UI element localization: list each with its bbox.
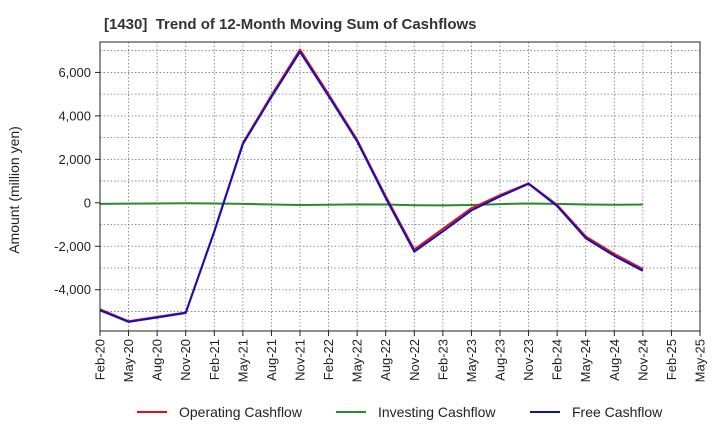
legend-label-free: Free Cashflow — [572, 404, 663, 420]
series-lines — [99, 48, 644, 323]
x-tick-label: Nov-24 — [635, 339, 650, 381]
x-tick-label: Aug-22 — [378, 339, 393, 381]
y-tick-label: 4,000 — [58, 108, 91, 123]
legend-label-investing: Investing Cashflow — [378, 404, 496, 420]
legend-swatch-operating — [137, 411, 167, 413]
plot-area — [100, 42, 700, 331]
legend-item-free: Free Cashflow — [530, 404, 662, 420]
y-axis-label: Amount (million yen) — [6, 126, 22, 254]
y-tick-label: 0 — [84, 195, 91, 210]
y-tick-label: 2,000 — [58, 152, 91, 167]
x-tick-label: Feb-21 — [207, 339, 222, 380]
legend-swatch-free — [530, 411, 560, 413]
x-tick-label: Nov-21 — [293, 339, 308, 381]
chart-title: [1430] Trend of 12-Month Moving Sum of C… — [104, 16, 477, 33]
x-tick-label: Feb-24 — [550, 339, 565, 380]
legend-swatch-investing — [336, 411, 366, 413]
x-tick-label: May-20 — [121, 339, 136, 382]
legend: Operating Cashflow Investing Cashflow Fr… — [0, 404, 720, 426]
y-axis-ticks: 6,000 4,000 2,000 0 -2,000 -4,000 — [54, 65, 100, 297]
x-tick-label: Feb-23 — [435, 339, 450, 380]
x-tick-label: Feb-22 — [321, 339, 336, 380]
legend-item-operating: Operating Cashflow — [137, 404, 302, 420]
x-tick-label: Nov-22 — [407, 339, 422, 381]
x-tick-label: May-23 — [464, 339, 479, 382]
x-axis-ticks: Feb-20 May-20 Aug-20 Nov-20 Feb-21 May-21 Aug-… — [93, 331, 708, 382]
x-tick-label: May-25 — [693, 339, 708, 382]
plot-frame — [99, 41, 701, 332]
series-line-investing-cashflow — [99, 202, 643, 207]
x-tick-label: Aug-23 — [493, 339, 508, 381]
x-tick-label: Feb-25 — [664, 339, 679, 380]
x-tick-label: Feb-20 — [93, 339, 108, 380]
y-tick-label: 6,000 — [58, 65, 91, 80]
grid-lines — [100, 42, 700, 331]
x-tick-label: May-21 — [235, 339, 250, 382]
x-tick-label: May-24 — [578, 339, 593, 382]
x-tick-label: May-22 — [350, 339, 365, 382]
legend-label-operating: Operating Cashflow — [179, 404, 302, 420]
x-tick-label: Aug-24 — [607, 339, 622, 381]
x-tick-label: Aug-21 — [264, 339, 279, 381]
x-tick-label: Nov-23 — [521, 339, 536, 381]
x-tick-label: Aug-20 — [150, 339, 165, 381]
y-tick-label: -2,000 — [54, 239, 91, 254]
y-tick-label: -4,000 — [54, 282, 91, 297]
legend-item-investing: Investing Cashflow — [336, 404, 496, 420]
x-tick-label: Nov-20 — [178, 339, 193, 381]
series-line-free-cashflow — [99, 50, 644, 323]
